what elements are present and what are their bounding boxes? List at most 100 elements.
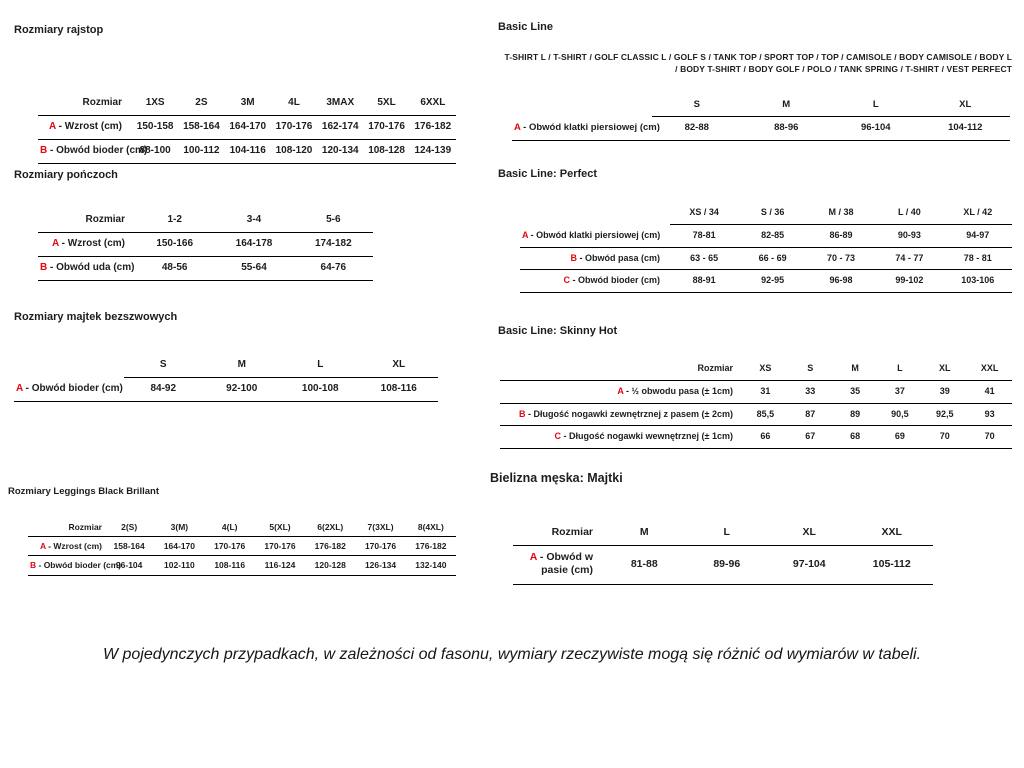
measurement-value: 64-76 <box>293 256 373 281</box>
size-column-header: L <box>831 97 921 118</box>
measurement-value: 120-134 <box>317 139 364 164</box>
size-column-header: S <box>124 357 203 378</box>
header-row: Rozmiar 1-2 3-4 5-6 <box>38 212 373 233</box>
measurement-value: 158-164 <box>104 536 155 557</box>
size-column-header: 4(L) <box>204 520 255 538</box>
size-label-header: Rozmiar <box>28 520 104 538</box>
measurement-value: 158-164 <box>178 115 225 140</box>
measurement-value: 48-56 <box>135 256 215 281</box>
size-column-header: XL <box>922 361 968 381</box>
size-column-header: XXL <box>967 361 1012 381</box>
measurement-value: 150-158 <box>132 115 179 140</box>
measurement-label: A - Wzrost (cm) <box>38 232 135 257</box>
measurement-value: 174-182 <box>293 232 373 257</box>
measurement-value: 31 <box>743 380 788 404</box>
measurement-value: 88-100 <box>132 139 179 164</box>
measurement-letter: A <box>529 550 537 563</box>
title-rozmiary-leggings: Rozmiary Leggings Black Brillant <box>8 486 159 497</box>
measurement-value: 103-106 <box>943 269 1012 294</box>
measurement-value: 66 - 69 <box>738 247 807 271</box>
measurement-value: 78 - 81 <box>943 247 1012 271</box>
measurement-value: 89 <box>832 403 878 427</box>
header-row: XS / 34 S / 36 M / 38 L / 40 XL / 42 <box>520 205 1012 225</box>
size-column-header: XXL <box>850 524 933 546</box>
measurement-label: B - Obwód uda (cm) <box>38 256 135 281</box>
measurement-value: 93 <box>967 403 1012 427</box>
measurement-value: 41 <box>967 380 1012 404</box>
measurement-value: 92,5 <box>922 403 968 427</box>
header-row: Rozmiar M L XL XXL <box>513 524 933 546</box>
size-column-header: XL <box>359 357 438 378</box>
title-rozmiary-ponczoch: Rozmiary pończoch <box>14 169 118 181</box>
measurement-label: C - Obwód bioder (cm) <box>520 269 670 294</box>
measurement-row: B - Długość nogawki zewnętrznej z pasem … <box>500 403 1012 427</box>
size-column-header: 6(2XL) <box>305 520 356 538</box>
measurement-row: B - Obwód uda (cm) 48-56 55-64 64-76 <box>38 256 373 281</box>
measurement-value: 74 - 77 <box>875 247 944 271</box>
measurement-value: 78-81 <box>670 224 739 248</box>
measurement-value: 108-116 <box>359 377 438 402</box>
measurement-letter: C <box>554 431 562 442</box>
measurement-value: 63 - 65 <box>670 247 739 271</box>
measurement-value: 176-182 <box>409 115 456 140</box>
measurement-value: 94-97 <box>943 224 1012 248</box>
measurement-value: 176-182 <box>405 536 456 557</box>
measurement-row: A - Obwód klatki piersiowej (cm) 82-88 88-… <box>512 116 1010 141</box>
measurement-value: 132-140 <box>405 555 456 576</box>
measurement-value: 105-112 <box>850 545 933 585</box>
measurement-value: 99-102 <box>875 269 944 294</box>
measurement-letter: A <box>514 122 521 134</box>
size-column-header: M / 38 <box>806 205 876 225</box>
size-table: S M L XL A - Obwód klatki piersiowej (cm) 82-… <box>512 97 1010 141</box>
measurement-label: A - Obwód w pasie (cm) <box>513 545 603 585</box>
size-column-header: 6XXL <box>409 95 456 116</box>
measurement-value: 108-128 <box>363 139 410 164</box>
table-bielizna-meska: Rozmiar M L XL XXL A - Obwód w pasie (cm) 81-8… <box>513 524 933 585</box>
size-table: XS / 34 S / 36 M / 38 L / 40 XL / 42 A - Obwó… <box>520 205 1012 294</box>
measurement-value: 37 <box>877 380 923 404</box>
size-column-header: 1XS <box>132 95 179 116</box>
measurement-value: 81-88 <box>603 545 686 585</box>
size-table: Rozmiar M L XL XXL A - Obwód w pasie (cm) 81-8… <box>513 524 933 585</box>
measurement-value: 108-116 <box>204 555 255 576</box>
measurement-value: 170-176 <box>355 536 406 557</box>
measurement-value: 170-176 <box>254 536 306 557</box>
measurement-value: 67 <box>787 425 833 450</box>
size-column-header: 3M <box>224 95 271 116</box>
measurement-value: 170-176 <box>270 115 318 140</box>
size-column-header: XS <box>743 361 788 381</box>
measurement-letter: A <box>52 238 59 249</box>
measurement-letter: B <box>30 560 37 571</box>
measurement-label: B - Obwód bioder (cm) <box>38 139 147 164</box>
size-column-header: 5XL <box>363 95 410 116</box>
measurement-value: 55-64 <box>214 256 294 281</box>
measurement-row: B - Obwód bioder (cm) 88-100 100-112 104-11… <box>38 139 456 164</box>
measurement-value: 70 <box>967 425 1012 450</box>
measurement-label: A - Wzrost (cm) <box>28 536 104 557</box>
measurement-value: 170-176 <box>204 536 255 557</box>
table-rajstop: Rozmiar 1XS 2S 3M 4L 3MAX 5XL 6XXL A - Wzrost (c… <box>38 95 456 164</box>
size-label-header: Rozmiar <box>38 95 132 116</box>
title-basic-line: Basic Line <box>498 21 554 33</box>
size-column-header: M <box>832 361 878 381</box>
header-row: S M L XL <box>14 357 438 378</box>
measurement-value: 100-108 <box>281 377 360 402</box>
measurement-value: 116-124 <box>254 555 306 576</box>
measurement-label: B - Obwód pasa (cm) <box>520 247 670 271</box>
header-row: Rozmiar 1XS 2S 3M 4L 3MAX 5XL 6XXL <box>38 95 456 116</box>
table-basic-line: S M L XL A - Obwód klatki piersiowej (cm) 82-… <box>512 97 1010 141</box>
size-table: Rozmiar 1-2 3-4 5-6 A - Wzrost (cm) 150-166 16… <box>38 212 373 281</box>
measurement-row: A - Wzrost (cm) 150-166 164-178 174-182 <box>38 232 373 257</box>
size-column-header: M <box>202 357 281 378</box>
measurement-row: C - Długość nogawki wewnętrznej (± 1cm) 6… <box>500 425 1012 450</box>
size-table: Rozmiar XS S M L XL XXL A - ½ obwodu pasa (± 1c… <box>500 361 1012 450</box>
size-label-header <box>14 357 124 378</box>
size-column-header: 5-6 <box>293 212 373 233</box>
measurement-value: 69 <box>877 425 923 450</box>
measurement-value: 124-139 <box>409 139 456 164</box>
measurement-value: 66 <box>743 425 788 450</box>
measurement-row: A - ½ obwodu pasa (± 1cm) 31 33 35 37 39 41 <box>500 380 1012 404</box>
measurement-value: 92-100 <box>202 377 281 402</box>
measurement-row: C - Obwód bioder (cm) 88-91 92-95 96-98 99-1… <box>520 269 1012 294</box>
size-column-header: 8(4XL) <box>405 520 456 538</box>
